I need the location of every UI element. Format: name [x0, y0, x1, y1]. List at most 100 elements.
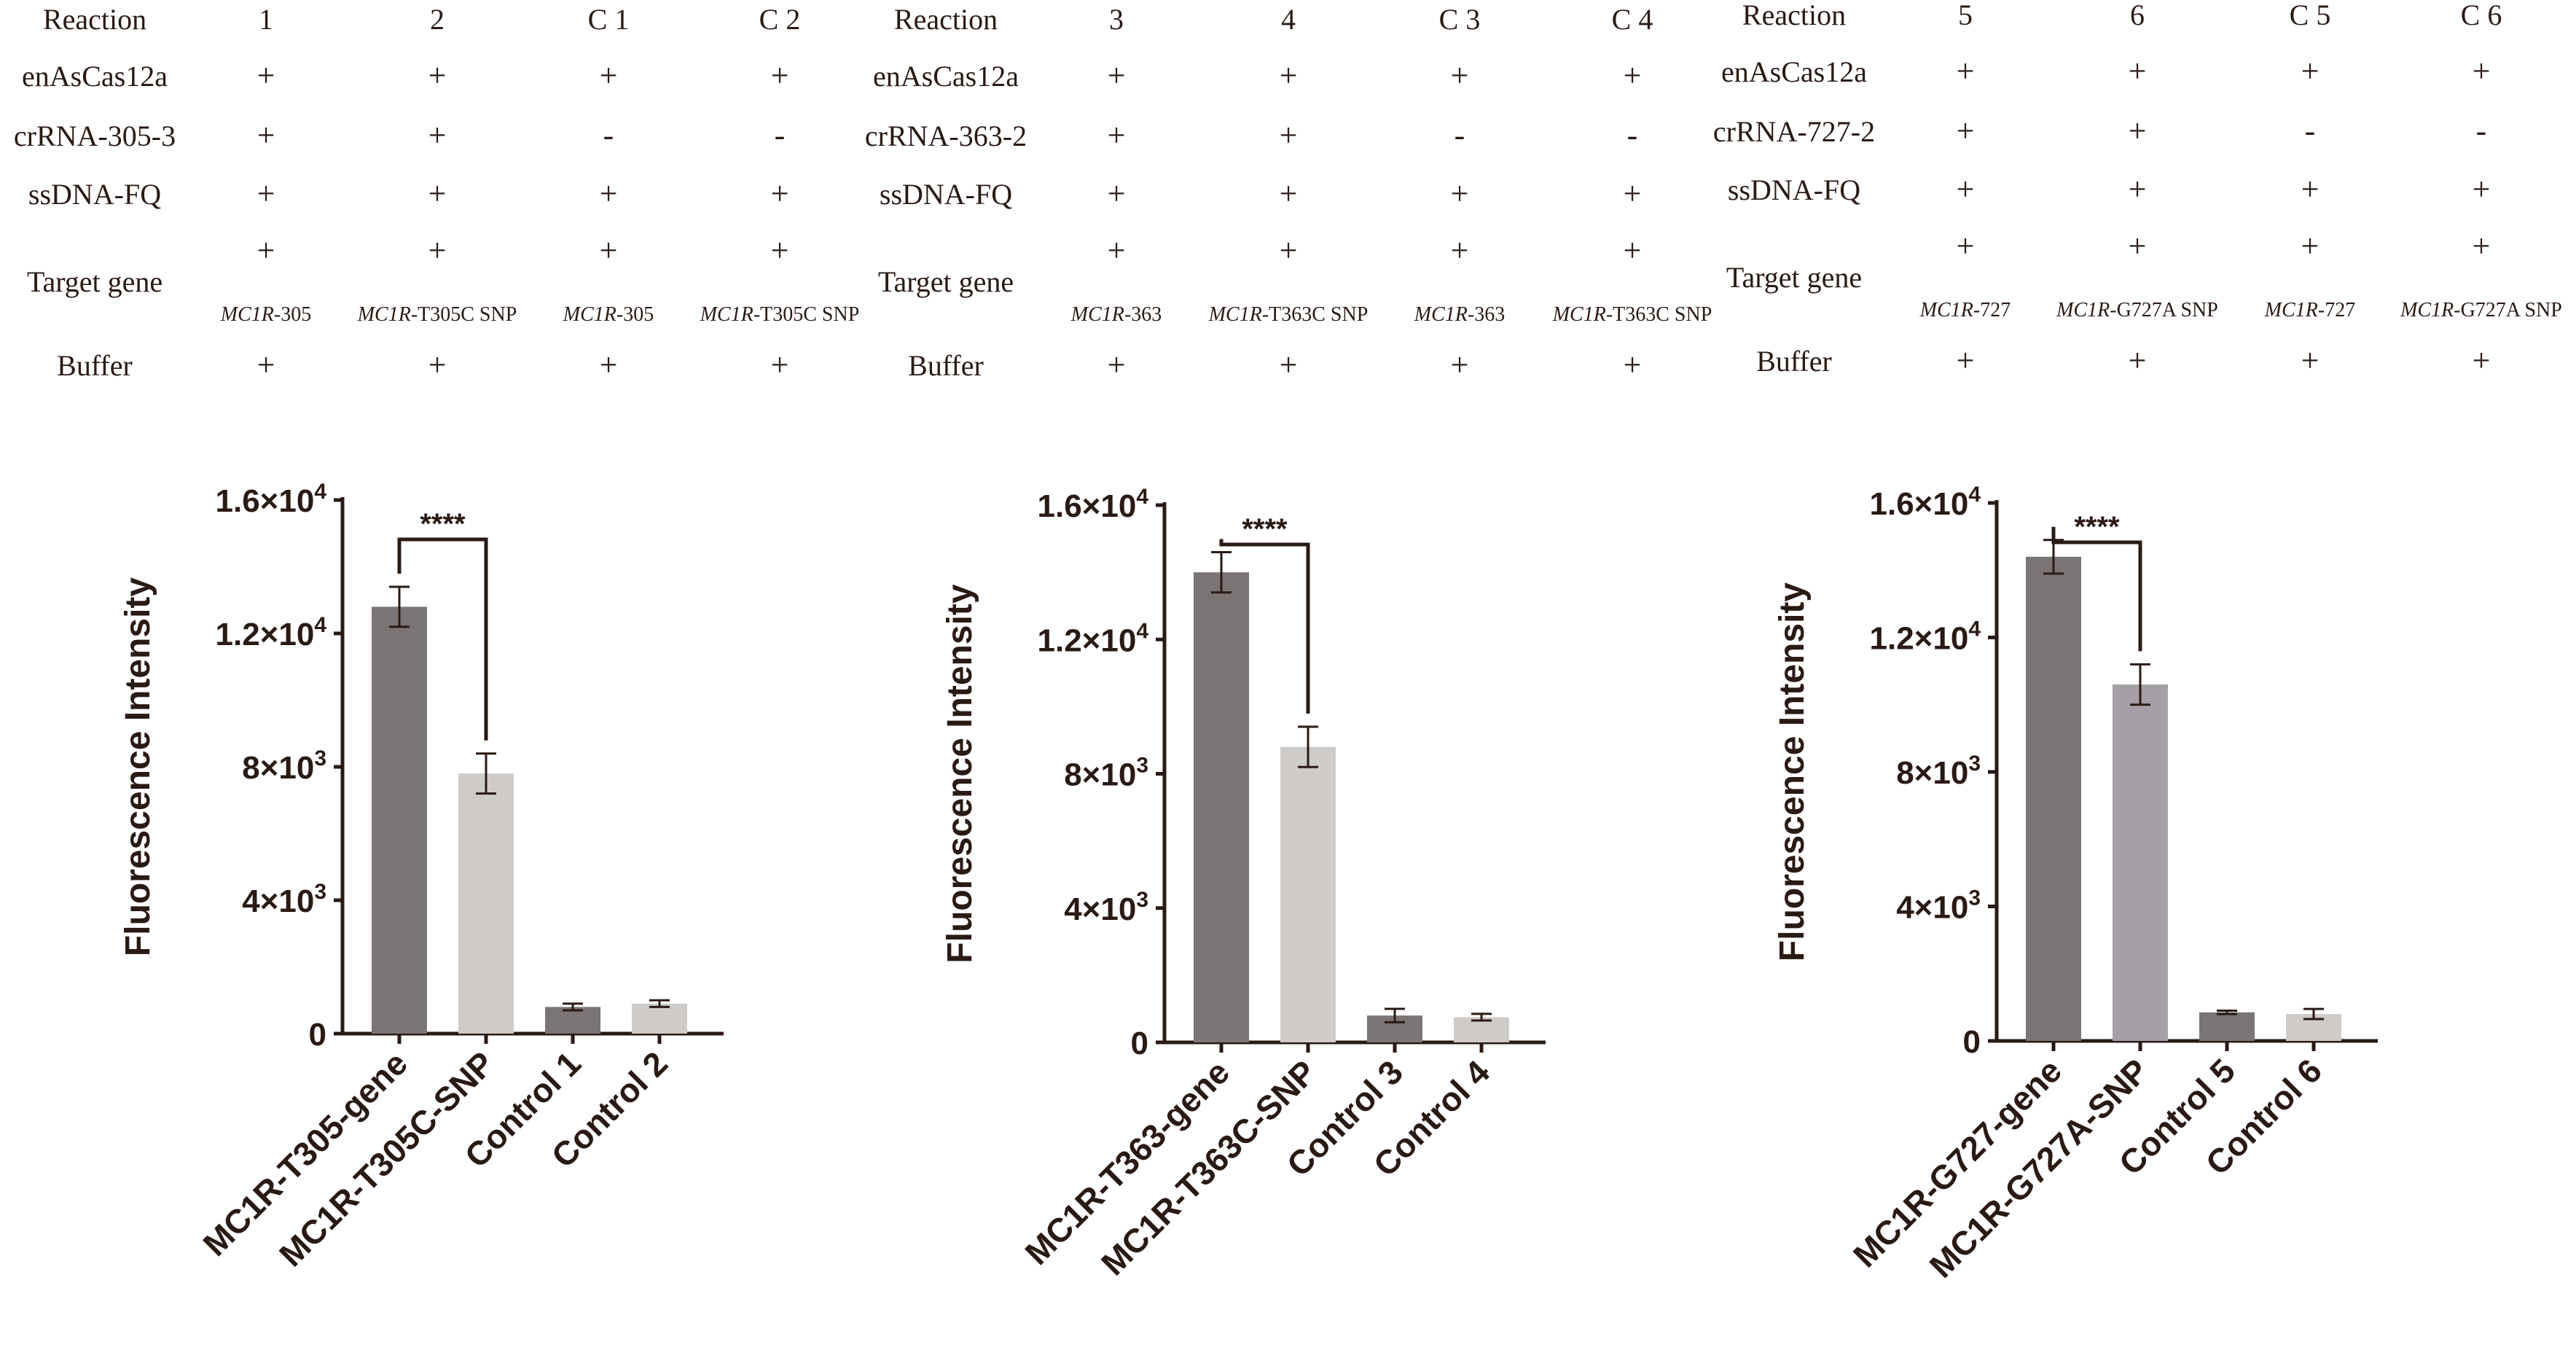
row-label: Reaction — [894, 3, 998, 36]
y-tick-label: 0 — [1963, 1024, 1981, 1060]
cell-value: + — [771, 176, 789, 211]
cell-value: + — [257, 347, 275, 383]
cell-value: + — [1451, 176, 1469, 211]
cell-value: - — [1455, 117, 1465, 153]
cell-value: + — [1108, 117, 1126, 153]
cell-value: + — [1451, 347, 1469, 383]
target-gene-name: MC1R-T305C SNP — [700, 303, 860, 326]
row-label: ssDNA-FQ — [28, 178, 161, 211]
cell-value: + — [1957, 343, 1975, 378]
significance-label: **** — [2074, 511, 2120, 543]
cell-value: + — [2129, 53, 2147, 89]
bar — [632, 1003, 687, 1034]
cell-value: + — [2473, 343, 2491, 378]
bar-chart-3: 0 4×103 8×103 1.2×104 1.6×104 Fluorescence In… — [1773, 483, 2378, 1285]
target-gene-name: MC1R-G727A SNP — [2056, 299, 2218, 321]
cell-value: C 3 — [1439, 3, 1481, 36]
row-label: Buffer — [57, 349, 133, 382]
cell-value: C 4 — [1612, 3, 1653, 36]
row-label: enAsCas12a — [1721, 55, 1867, 88]
cell-value: + — [2473, 228, 2491, 264]
y-tick-label: 1.2×104 — [1038, 619, 1149, 658]
cell-value: + — [1280, 58, 1298, 93]
y-tick-label: 8×103 — [1064, 754, 1148, 793]
cell-value: + — [771, 58, 789, 93]
cell-value: + — [600, 347, 618, 383]
cell-value: + — [2473, 53, 2491, 89]
row-label: Target gene — [878, 265, 1014, 298]
significance-bracket — [1219, 539, 1310, 714]
cell-value: 4 — [1281, 3, 1296, 36]
y-tick-label: 1.6×104 — [1038, 485, 1149, 524]
row-label: crRNA-305-3 — [14, 120, 176, 152]
significance-label: **** — [1242, 513, 1288, 545]
cell-value: + — [1451, 233, 1469, 268]
cell-value: + — [1451, 58, 1469, 93]
cell-value: + — [2301, 171, 2319, 207]
cell-value: + — [2301, 53, 2319, 89]
row-label: Target gene — [1726, 261, 1862, 294]
cell-value: + — [771, 233, 789, 268]
cell-value: + — [2129, 113, 2147, 149]
cell-value: - — [2476, 113, 2487, 149]
row-label: enAsCas12a — [22, 60, 168, 93]
target-gene-name: MC1R-T363C SNP — [1552, 303, 1712, 326]
cell-value: + — [2129, 228, 2147, 264]
target-gene-name: MC1R-305 — [563, 303, 654, 326]
cell-value: + — [2301, 343, 2319, 378]
target-gene-name: MC1R-363 — [1070, 303, 1162, 326]
cell-value: + — [1108, 347, 1126, 383]
cell-value: - — [2305, 113, 2316, 149]
bar-chart-2: 0 4×103 8×103 1.2×104 1.6×104 Fluorescence In… — [941, 485, 1546, 1282]
cell-value: + — [257, 233, 275, 268]
bar-charts: 0 4×103 8×103 1.2×104 1.6×104 Fluorescence In… — [119, 480, 2378, 1285]
significance-bracket — [2051, 526, 2142, 652]
y-tick-label: 8×103 — [242, 746, 326, 786]
cell-value: + — [600, 176, 618, 211]
cell-value: 6 — [2130, 0, 2145, 31]
cell-value: + — [1957, 53, 1975, 89]
cell-value: - — [775, 117, 786, 153]
cell-value: C 1 — [588, 3, 630, 36]
target-gene-name: MC1R-T305C SNP — [357, 303, 517, 326]
cell-value: + — [1624, 347, 1642, 383]
cell-value: + — [1624, 58, 1642, 93]
bar — [2199, 1012, 2255, 1041]
cell-value: 1 — [259, 3, 273, 36]
row-label: Target gene — [27, 265, 163, 298]
cell-value: + — [1280, 347, 1298, 383]
row-label: Reaction — [1742, 0, 1846, 31]
cell-value: + — [600, 58, 618, 93]
cell-value: + — [1624, 233, 1642, 268]
y-tick-label: 4×103 — [1064, 888, 1148, 927]
reaction-table-2: Reaction 3 4 C 3 C 4 enAsCas12a + + + + crRNA-363-… — [865, 3, 1712, 383]
cell-value: + — [257, 117, 275, 153]
cell-value: + — [1280, 176, 1298, 211]
bar — [1280, 746, 1336, 1042]
cell-value: C 5 — [2290, 0, 2331, 31]
bar — [2026, 556, 2081, 1041]
cell-value: 2 — [430, 3, 445, 36]
y-axis-label: Fluorescence Intensity — [941, 584, 979, 963]
y-tick-label: 8×103 — [1896, 752, 1981, 791]
y-axis-label: Fluorescence Intensity — [1773, 582, 1812, 961]
row-label: ssDNA-FQ — [880, 178, 1012, 211]
bar — [458, 773, 514, 1034]
cell-value: + — [428, 176, 447, 211]
row-label: Reaction — [43, 3, 146, 36]
cell-value: 3 — [1109, 3, 1124, 36]
cell-value: C 2 — [759, 3, 801, 36]
cell-value: + — [428, 117, 447, 153]
y-tick-label: 4×103 — [242, 880, 326, 919]
y-tick-label: 1.2×104 — [216, 613, 327, 652]
cell-value: + — [1957, 171, 1975, 207]
cell-value: + — [428, 347, 447, 383]
cell-value: + — [600, 233, 618, 268]
cell-value: + — [1108, 176, 1126, 211]
significance-label: **** — [420, 508, 466, 540]
target-gene-name: MC1R-T363C SNP — [1208, 303, 1369, 326]
target-gene-name: MC1R-G727A SNP — [2400, 299, 2562, 321]
reaction-table-1: Reaction 1 2 C 1 C 2 enAsCas12a + + + + crRNA-305-… — [14, 3, 859, 383]
